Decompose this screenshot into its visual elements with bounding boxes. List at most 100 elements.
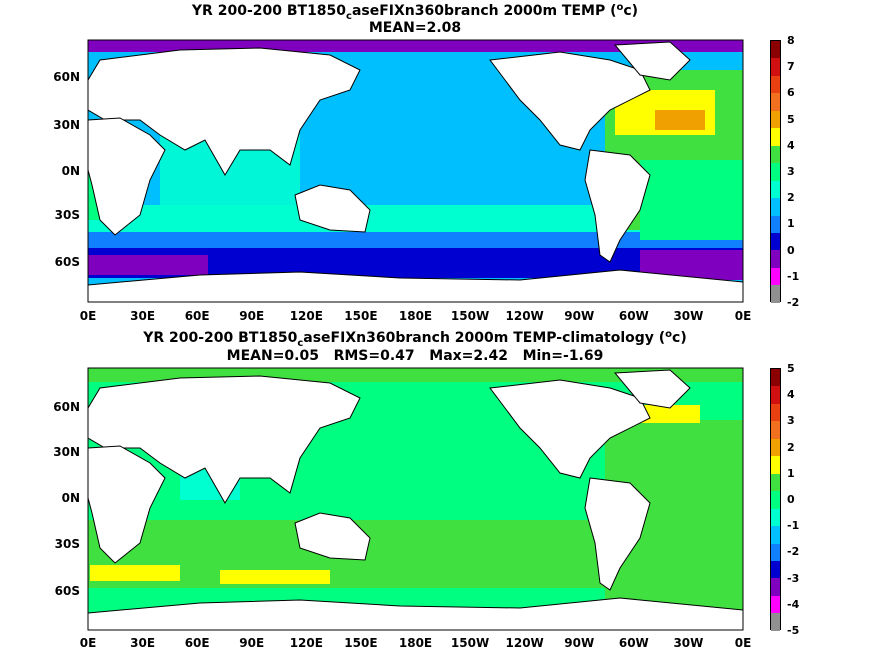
colorbar-segment [771,438,780,457]
atlantic-warm [655,110,705,130]
anomaly-warm [90,565,180,581]
colorbar-segment [771,421,780,439]
lon-label: 150W [450,636,490,650]
colorbar-segment [771,386,780,404]
lat-label: 0N [61,164,80,178]
colorbar-segment [771,180,780,199]
colorbar-label: 0 [787,243,795,257]
colorbar-label: -5 [787,624,800,637]
colorbar-top [770,40,781,303]
map-frame [87,39,744,303]
top-stats: MEAN=2.08 [368,20,462,36]
lat-label: 60N [53,400,80,414]
colorbar-segment [771,110,780,129]
lon-label: 180E [398,309,433,323]
land [88,369,743,630]
colorbar-segment [771,41,780,59]
atlantic-field [640,160,743,240]
lon-label: 0E [79,636,97,650]
colorbar-label: 3 [787,414,795,428]
lon-label: 30E [130,636,156,650]
colorbar-segment [771,456,780,474]
colorbar-segment [771,473,780,492]
lat-label: 30S [54,537,80,551]
colorbar-label: -3 [787,571,800,585]
lat-label: 60S [54,584,80,598]
colorbar-segment [771,145,780,164]
colorbar-bottom [770,368,781,631]
colorbar-label: 4 [787,388,795,402]
colorbar-label: 1 [787,217,795,231]
lat-label: 60N [53,70,80,84]
colorbar-segment [771,267,780,286]
colorbar-segment [771,578,780,596]
colorbar-segment [771,508,780,527]
colorbar-segment [771,285,780,303]
lon-label: 120W [505,309,544,323]
land [88,41,743,302]
lon-label: 0E [734,309,752,323]
lon-label: 150W [450,309,490,323]
lon-label: 60E [184,636,210,650]
lon-label: 150E [344,309,378,323]
colorbar-label: 4 [787,138,795,152]
colorbar-label: 8 [787,34,795,47]
lon-label: 60W [618,636,649,650]
colorbar-label: -1 [787,519,800,533]
lat-label: 30N [53,445,80,459]
lon-label: 0E [79,309,97,323]
colorbar-label: 5 [787,112,795,126]
colorbar-label: 6 [787,86,795,100]
colorbar-segment [771,198,780,216]
lon-label: 90W [564,309,595,323]
colorbar-segment [771,403,780,422]
colorbar-label: 2 [787,440,795,454]
lon-label: 90W [564,636,595,650]
lon-label: 180E [398,636,433,650]
colorbar-segment [771,595,780,614]
colorbar-segment [771,526,780,544]
lon-label: 30W [673,636,704,650]
bottom-title: YR 200-200 BT1850caseFIXn360branch 2000m… [143,329,687,349]
anomaly-warm [220,570,330,584]
colorbar-segment [771,58,780,76]
top-title: YR 200-200 BT1850caseFIXn360branch 2000m… [191,2,639,22]
colorbar-label: 5 [787,362,795,375]
lon-label: 90E [239,636,265,650]
colorbar-label: 1 [787,466,795,480]
colorbar-label: -2 [787,545,800,559]
colorbar-segment [771,93,780,111]
lon-label: 150E [344,636,378,650]
colorbar-label: -1 [787,269,800,283]
atlantic-warm [640,405,700,423]
map-frame [87,367,744,631]
lat-label: 0N [61,491,80,505]
lon-label: 30E [130,309,156,323]
lat-label: 30S [54,208,80,222]
ocean-band [88,232,743,250]
colorbar-segment [771,613,780,631]
colorbar-segment [771,369,780,387]
colorbar-label: -4 [787,597,800,611]
top-map [87,39,744,303]
colorbar-segment [771,491,780,509]
colorbar-segment [771,163,780,181]
colorbar-label: 7 [787,60,795,74]
lon-label: 0E [734,636,752,650]
colorbar-segment [771,75,780,94]
colorbar-segment [771,543,780,561]
colorbar-segment [771,128,780,146]
lat-label: 30N [53,118,80,132]
colorbar-label: 0 [787,493,795,506]
lon-label: 120W [505,636,544,650]
colorbar-label: -2 [787,296,800,309]
lon-label: 30W [673,309,704,323]
lat-label: 60S [54,255,80,269]
lon-label: 90E [239,309,265,323]
colorbar-segment [771,560,780,579]
colorbar-segment [771,250,780,268]
colorbar-segment [771,215,780,233]
ocean-band [88,255,208,275]
lon-label: 120E [289,636,323,650]
lon-label: 120E [289,309,323,323]
